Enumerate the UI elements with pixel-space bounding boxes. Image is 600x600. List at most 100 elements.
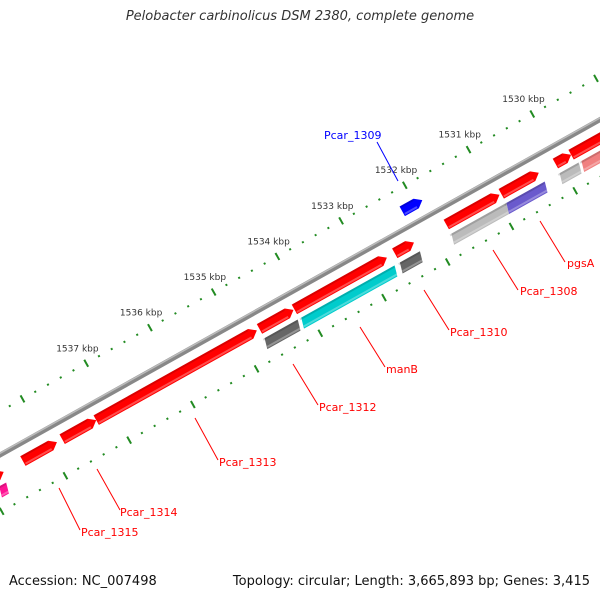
gene-feature[interactable] <box>262 319 303 350</box>
minor-tick <box>535 210 539 214</box>
major-tick <box>402 181 408 190</box>
major-tick <box>147 323 153 332</box>
minor-tick <box>479 141 483 144</box>
gene-feature[interactable] <box>20 437 59 466</box>
minor-tick <box>428 169 432 173</box>
minor-tick <box>186 304 190 308</box>
kbp-label: 1533 kbp <box>311 202 354 212</box>
major-tick <box>253 364 260 373</box>
major-tick <box>62 471 69 480</box>
major-tick <box>190 400 196 409</box>
major-tick <box>0 507 5 516</box>
minor-tick <box>441 162 445 166</box>
map-title: Pelobacter carbinolicus DSM 2380, comple… <box>125 9 475 24</box>
gene-feature[interactable] <box>59 415 98 444</box>
major-tick <box>572 186 579 195</box>
gene-label[interactable]: Pcar_1309 <box>324 129 381 142</box>
minor-tick <box>586 182 590 186</box>
backbone-highlight <box>0 62 600 479</box>
leader-line <box>292 363 319 406</box>
kbp-label: 1536 kbp <box>120 309 163 319</box>
gene-feature[interactable] <box>256 305 296 334</box>
minor-tick <box>581 84 585 87</box>
gene-feature[interactable] <box>557 162 584 185</box>
leader-line <box>96 468 121 511</box>
minor-tick <box>89 460 93 463</box>
ruler-ticks <box>0 74 600 516</box>
gene-label[interactable]: Pcar_1313 <box>219 456 276 469</box>
minor-tick <box>357 310 360 314</box>
gene-label[interactable]: Pcar_1310 <box>450 326 507 339</box>
minor-tick <box>51 481 55 485</box>
backbone <box>0 62 600 482</box>
gene-feature[interactable] <box>552 150 574 169</box>
minor-tick <box>433 267 437 271</box>
minor-tick <box>395 289 399 292</box>
major-tick <box>508 222 515 231</box>
minor-tick <box>344 317 348 321</box>
leader-line <box>423 289 450 331</box>
gene-feature[interactable] <box>449 202 512 245</box>
minor-tick <box>250 269 254 273</box>
minor-tick <box>420 274 424 278</box>
minor-tick <box>46 383 50 387</box>
gene-feature[interactable] <box>0 482 12 498</box>
minor-tick <box>8 404 12 408</box>
gene-label[interactable]: manB <box>386 363 418 376</box>
gene-label[interactable]: Pcar_1312 <box>319 401 376 414</box>
minor-tick <box>25 495 29 499</box>
minor-tick <box>166 417 169 421</box>
gene-label[interactable]: pgsA <box>567 257 595 270</box>
minor-tick <box>522 217 526 221</box>
minor-tick <box>377 198 381 201</box>
gene-feature[interactable] <box>291 253 390 315</box>
gene-feature[interactable] <box>93 326 260 425</box>
kbp-label: 1531 kbp <box>439 131 482 141</box>
ruler-labels: 1530 kbp 1531 kbp 1532 kbp 1533 kbp 1534 kbp… <box>56 95 545 354</box>
gene-labels: Pcar_1309 Pcar_1308 pgsA Pcar_1310 manB Pcar_… <box>58 129 595 539</box>
minor-tick <box>326 226 330 230</box>
gene-feature[interactable] <box>392 238 417 259</box>
gene-label[interactable]: Pcar_1315 <box>81 526 138 539</box>
gene-feature[interactable] <box>443 190 503 230</box>
kbp-label: 1534 kbp <box>247 237 290 247</box>
minor-tick <box>267 360 271 364</box>
gene-feature[interactable] <box>399 195 425 217</box>
gene-feature[interactable] <box>504 181 550 214</box>
kbp-label: 1535 kbp <box>184 273 227 283</box>
major-tick <box>338 216 344 225</box>
minor-tick <box>518 119 521 123</box>
minor-tick <box>216 388 220 392</box>
gene-feature[interactable] <box>397 251 425 274</box>
minor-tick <box>293 346 297 349</box>
genome-summary: Topology: circular; Length: 3,665,893 bp… <box>232 574 590 589</box>
minor-tick <box>454 155 458 159</box>
minor-tick <box>556 98 560 102</box>
kbp-label: 1537 kbp <box>56 344 99 354</box>
major-tick <box>317 329 324 338</box>
minor-tick <box>301 240 305 244</box>
minor-tick <box>288 247 292 251</box>
minor-tick <box>505 126 509 130</box>
major-tick <box>83 359 90 368</box>
minor-tick <box>369 303 373 307</box>
minor-tick <box>38 488 42 492</box>
minor-tick <box>161 319 165 322</box>
minor-tick <box>199 297 203 301</box>
leader-line <box>539 220 566 263</box>
gene-label[interactable]: Pcar_1314 <box>120 506 177 519</box>
minor-tick <box>72 369 75 372</box>
gene-feature[interactable] <box>299 265 400 329</box>
major-tick <box>210 288 217 297</box>
minor-tick <box>13 502 16 506</box>
minor-tick <box>153 424 156 428</box>
minor-tick <box>365 205 368 208</box>
minor-tick <box>352 212 356 216</box>
minor-tick <box>225 283 228 287</box>
gene-feature[interactable] <box>498 168 542 199</box>
gene-label[interactable]: Pcar_1308 <box>520 285 577 298</box>
gene-feature[interactable] <box>579 127 600 173</box>
minor-tick <box>459 253 462 257</box>
gene-feature[interactable] <box>568 113 600 160</box>
